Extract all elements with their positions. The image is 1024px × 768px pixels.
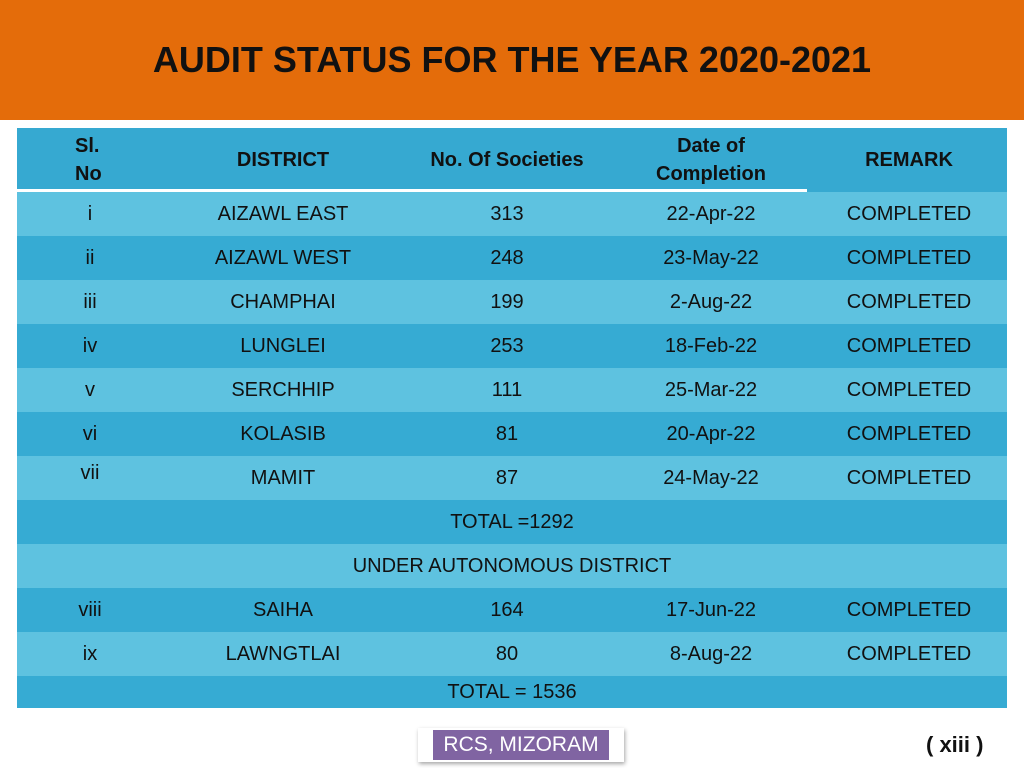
cell-societies: 199 [490, 290, 524, 313]
table-row: v SERCHHIP 111 25-Mar-22 COMPLETED [17, 368, 1007, 412]
cell-sl: i [87, 202, 93, 225]
table-row: ii AIZAWL WEST 248 23-May-22 COMPLETED [17, 236, 1007, 280]
cell-sl: iii [83, 290, 97, 313]
cell-district: AIZAWL EAST [217, 202, 349, 225]
page-number: ( xiii ) [926, 732, 984, 757]
cell-societies: 80 [495, 642, 519, 665]
cell-remark: COMPLETED [846, 422, 972, 445]
cell-societies: 313 [490, 202, 524, 225]
cell-date: 24-May-22 [663, 466, 759, 489]
cell-district: KOLASIB [240, 422, 326, 445]
cell-societies: 81 [495, 422, 519, 445]
subtotal-row: TOTAL =1292 [17, 500, 1007, 544]
section-label-row: UNDER AUTONOMOUS DISTRICT [17, 544, 1007, 588]
cell-sl: viii [78, 598, 102, 621]
cell-district: CHAMPHAI [230, 290, 336, 313]
cell-remark: COMPLETED [846, 466, 972, 489]
cell-remark: COMPLETED [846, 642, 972, 665]
table-row: viii SAIHA 164 17-Jun-22 COMPLETED [17, 588, 1007, 632]
cell-date: 22-Apr-22 [666, 202, 756, 225]
cell-sl: iv [82, 334, 98, 357]
header-remark: REMARK [865, 149, 953, 171]
cell-remark: COMPLETED [846, 246, 972, 269]
table-row: vi KOLASIB 81 20-Apr-22 COMPLETED [17, 412, 1007, 456]
table-row: vii MAMIT 87 24-May-22 COMPLETED [17, 456, 1007, 500]
cell-remark: COMPLETED [846, 378, 972, 401]
cell-date: 18-Feb-22 [664, 334, 758, 357]
cell-district: LAWNGTLAI [225, 642, 341, 665]
cell-date: 23-May-22 [663, 246, 759, 269]
cell-sl: vi [82, 422, 98, 445]
cell-date: 2-Aug-22 [669, 290, 753, 313]
footer-badge-text: RCS, MIZORAM [433, 730, 609, 760]
cell-district: LUNGLEI [240, 334, 326, 357]
cell-societies: 248 [490, 246, 524, 269]
cell-district: SAIHA [252, 598, 314, 621]
subtotal-text: TOTAL =1292 [450, 510, 574, 533]
header-sl-line2: No [75, 163, 102, 185]
cell-societies: 111 [491, 378, 523, 401]
cell-sl: vii [80, 461, 100, 484]
cell-district: AIZAWL WEST [214, 246, 352, 269]
cell-remark: COMPLETED [846, 202, 972, 225]
cell-remark: COMPLETED [846, 598, 972, 621]
cell-sl: ix [82, 642, 98, 665]
table-header-row: Sl. No DISTRICT No. Of Societies Date of… [17, 128, 1007, 192]
section-label-text: UNDER AUTONOMOUS DISTRICT [352, 554, 672, 577]
header-underline [17, 189, 807, 192]
header-societies: No. Of Societies [430, 149, 584, 171]
cell-remark: COMPLETED [846, 334, 972, 357]
cell-societies: 253 [490, 334, 524, 357]
header-sl-no: Sl. No [17, 132, 163, 188]
page-title: AUDIT STATUS FOR THE YEAR 2020-2021 [152, 39, 872, 80]
cell-remark: COMPLETED [846, 290, 972, 313]
cell-district: MAMIT [250, 466, 316, 489]
cell-sl: ii [85, 246, 95, 269]
header-date: Date of Completion [611, 132, 811, 188]
cell-date: 20-Apr-22 [666, 422, 756, 445]
header-date-line2: Completion [656, 163, 766, 185]
cell-date: 17-Jun-22 [665, 598, 757, 621]
table-row: ix LAWNGTLAI 80 8-Aug-22 COMPLETED [17, 632, 1007, 676]
header-date-line1: Date of [677, 135, 745, 157]
table-row: iv LUNGLEI 253 18-Feb-22 COMPLETED [17, 324, 1007, 368]
cell-societies: 87 [495, 466, 519, 489]
header-sl-line1: Sl. [75, 135, 100, 157]
footer-badge: RCS, MIZORAM [418, 728, 624, 762]
cell-sl: v [85, 378, 95, 401]
grand-total-text: TOTAL = 1536 [447, 680, 577, 703]
cell-date: 8-Aug-22 [669, 642, 753, 665]
header-district: DISTRICT [236, 149, 330, 171]
title-banner: AUDIT STATUS FOR THE YEAR 2020-2021 [0, 0, 1024, 120]
cell-district: SERCHHIP [231, 378, 335, 401]
table-row: iii CHAMPHAI 199 2-Aug-22 COMPLETED [17, 280, 1007, 324]
cell-societies: 164 [490, 598, 524, 621]
cell-date: 25-Mar-22 [664, 378, 758, 401]
grand-total-row: TOTAL = 1536 [17, 676, 1007, 708]
table-row: i AIZAWL EAST 313 22-Apr-22 COMPLETED [17, 192, 1007, 236]
audit-table: Sl. No DISTRICT No. Of Societies Date of… [17, 128, 1007, 708]
